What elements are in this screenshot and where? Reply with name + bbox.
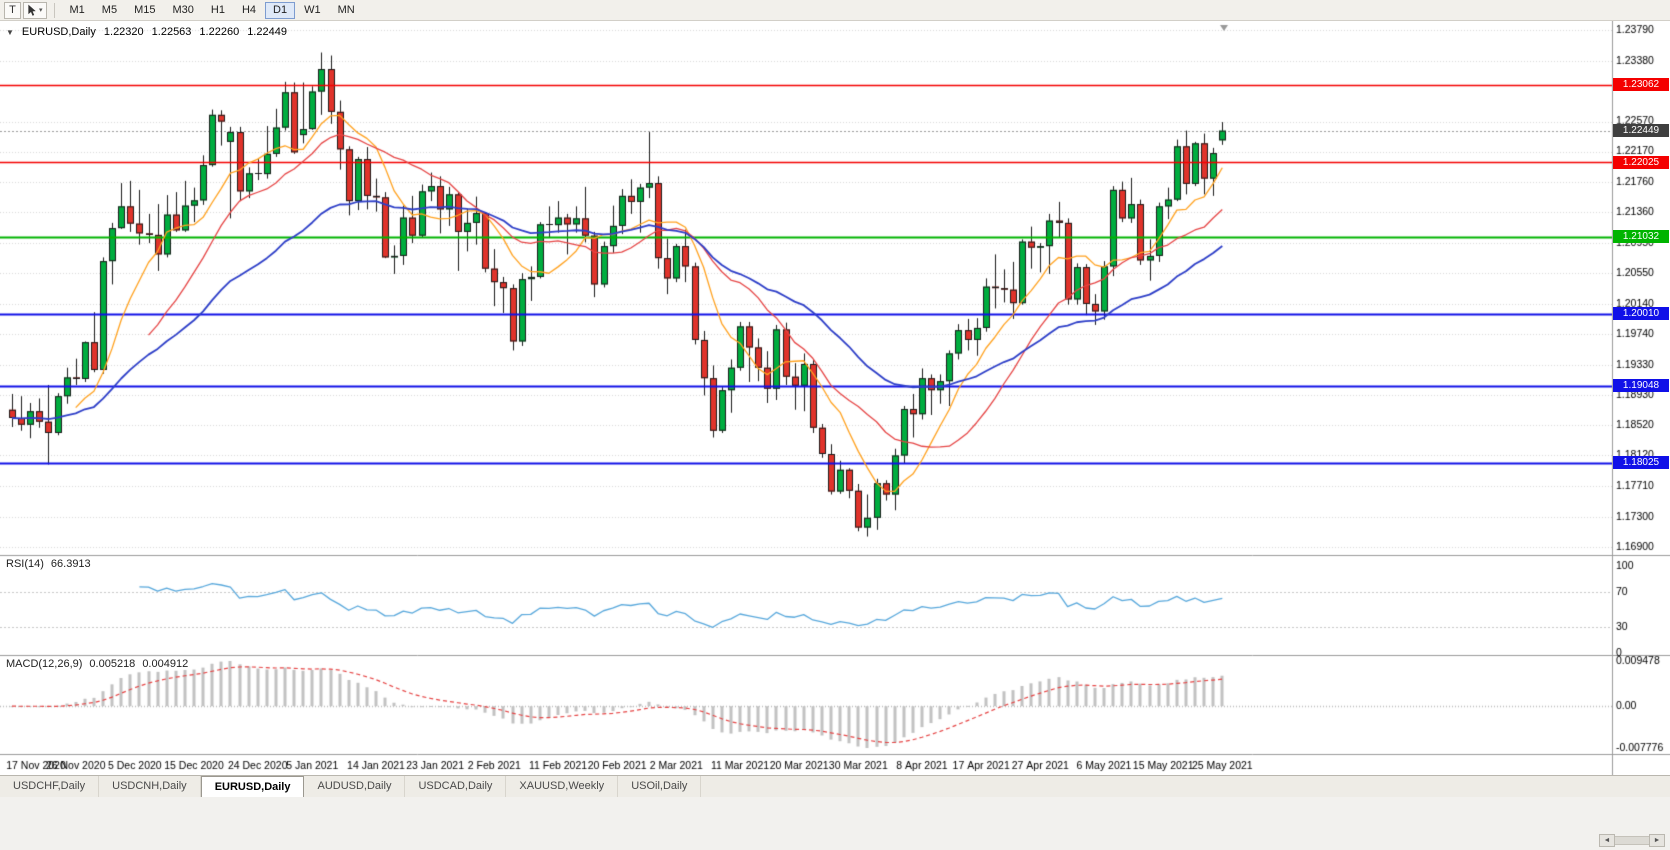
bottom-strip: ◄ ► <box>0 797 1670 850</box>
ohlc-open-value: 1.22320 <box>103 26 144 38</box>
rsi-value: 66.3913 <box>50 558 91 570</box>
rsi-indicator-label: RSI(14) 66.3913 <box>6 558 91 570</box>
timeframe-button-M5[interactable]: M5 <box>101 4 118 16</box>
price-line-badge: 1.22025 <box>1613 155 1669 169</box>
cursor-icon <box>28 4 36 16</box>
timeframe-button-H1[interactable]: H1 <box>210 4 225 16</box>
price-chart-canvas[interactable] <box>0 21 1670 775</box>
text-tool-button[interactable]: T <box>4 1 21 19</box>
macd-signal-value: 0.004912 <box>142 658 189 670</box>
chart-tabbar: USDCHF,Daily USDCNH,Daily EURUSD,Daily AUDU… <box>0 775 1670 797</box>
chart-tab-USOil-Daily[interactable]: USOil,Daily <box>618 776 702 797</box>
timeframe-button-M1[interactable]: M1 <box>69 4 85 16</box>
timeframe-group: M1 M5 M15 M30 H1 H4 D1 W1 MN <box>62 1 363 19</box>
chart-symbol-label: EURUSD,Daily <box>21 26 96 38</box>
timeframe-button-H4[interactable]: H4 <box>241 4 257 16</box>
macd-main-value: 0.005218 <box>89 658 136 670</box>
chart-tab-AUDUSD-Daily[interactable]: AUDUSD,Daily <box>304 776 406 797</box>
macd-indicator-label: MACD(12,26,9) 0.005218 0.004912 <box>6 658 188 670</box>
ohlc-low-value: 1.22260 <box>199 26 240 38</box>
current-price-badge: 1.22449 <box>1613 124 1669 138</box>
top-toolbar: T ▾ M1 M5 M15 M30 H1 H4 D1 W1 MN <box>0 0 1670 21</box>
macd-title: MACD(12,26,9) <box>6 658 83 670</box>
chart-tab-XAUUSD-Weekly[interactable]: XAUUSD,Weekly <box>506 776 619 797</box>
dropdown-caret-icon: ▾ <box>39 6 43 14</box>
chart-tab-EURUSD-Daily[interactable]: EURUSD,Daily <box>200 776 305 797</box>
scrollbar-track[interactable] <box>1615 836 1649 845</box>
timeframe-button-M15[interactable]: M15 <box>134 4 156 16</box>
tab-scrollbar: ◄ ► <box>1599 834 1665 847</box>
toolbar-separator <box>53 2 55 18</box>
chart-window: ▼ EURUSD,Daily 1.22320 1.22563 1.22260 1… <box>0 21 1670 775</box>
price-line-badge: 1.20010 <box>1613 307 1669 321</box>
ohlc-close-value: 1.22449 <box>247 26 287 38</box>
price-line-badge: 1.23062 <box>1613 78 1669 92</box>
ohlc-high-value: 1.22563 <box>151 26 192 38</box>
timeframe-button-W1[interactable]: W1 <box>304 4 321 16</box>
collapse-chart-icon[interactable]: ▼ <box>6 27 14 37</box>
rsi-title: RSI(14) <box>6 558 44 570</box>
price-line-badge: 1.18025 <box>1613 456 1669 470</box>
cursor-tool-button[interactable]: ▾ <box>23 1 47 19</box>
price-line-badge: 1.21032 <box>1613 230 1669 244</box>
chart-header: ▼ EURUSD,Daily 1.22320 1.22563 1.22260 1… <box>6 26 287 38</box>
scroll-right-button[interactable]: ► <box>1649 834 1665 847</box>
timeframe-button-D1[interactable]: D1 <box>265 1 296 19</box>
timeframe-button-MN[interactable]: MN <box>337 4 355 16</box>
timeframe-button-M30[interactable]: M30 <box>172 4 194 16</box>
chart-tab-USDCHF-Daily[interactable]: USDCHF,Daily <box>0 776 100 797</box>
price-line-badge: 1.19048 <box>1613 379 1669 393</box>
chart-tab-USDCAD-Daily[interactable]: USDCAD,Daily <box>405 776 507 797</box>
chart-tab-USDCNH-Daily[interactable]: USDCNH,Daily <box>99 776 201 797</box>
chart-tabs: USDCHF,Daily USDCNH,Daily EURUSD,Daily AUDU… <box>0 776 702 797</box>
scroll-left-button[interactable]: ◄ <box>1599 834 1615 847</box>
